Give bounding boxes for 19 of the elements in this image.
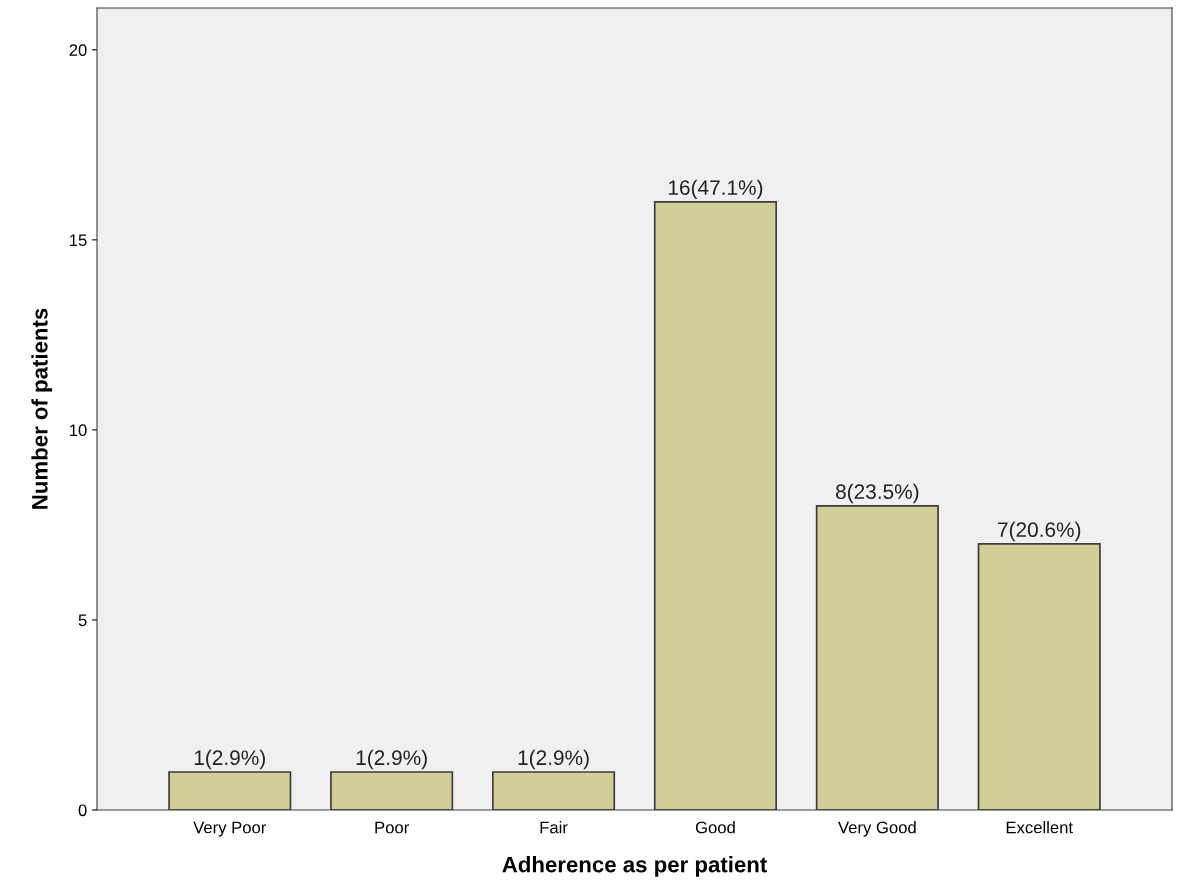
- y-tick-label: 10: [70, 424, 87, 437]
- x-tick-label: Very Poor: [193, 821, 267, 837]
- y-tick-label: 20: [69, 44, 87, 57]
- x-tick-label: Poor: [375, 821, 409, 834]
- x-axis-title: Adherence as per patient: [502, 856, 767, 877]
- x-tick-label: Fair: [540, 821, 568, 834]
- y-tick-label: 0: [78, 804, 87, 817]
- data-label: 1(2.9%): [356, 749, 427, 770]
- y-tick-label: 15: [70, 234, 87, 247]
- data-label: 16(47.1%): [668, 179, 763, 200]
- data-label: 1(2.9%): [194, 749, 265, 770]
- y-tick-label: 5: [78, 614, 87, 627]
- data-label: 7(20.6%): [998, 521, 1081, 542]
- data-label: 1(2.9%): [518, 749, 589, 770]
- y-axis-title: Number of patients: [31, 308, 53, 509]
- x-tick-label: Very Good: [838, 821, 916, 837]
- x-tick-label: Good: [695, 821, 735, 834]
- data-label: 8(23.5%): [835, 483, 919, 504]
- x-tick-label: Excellent: [1006, 821, 1073, 834]
